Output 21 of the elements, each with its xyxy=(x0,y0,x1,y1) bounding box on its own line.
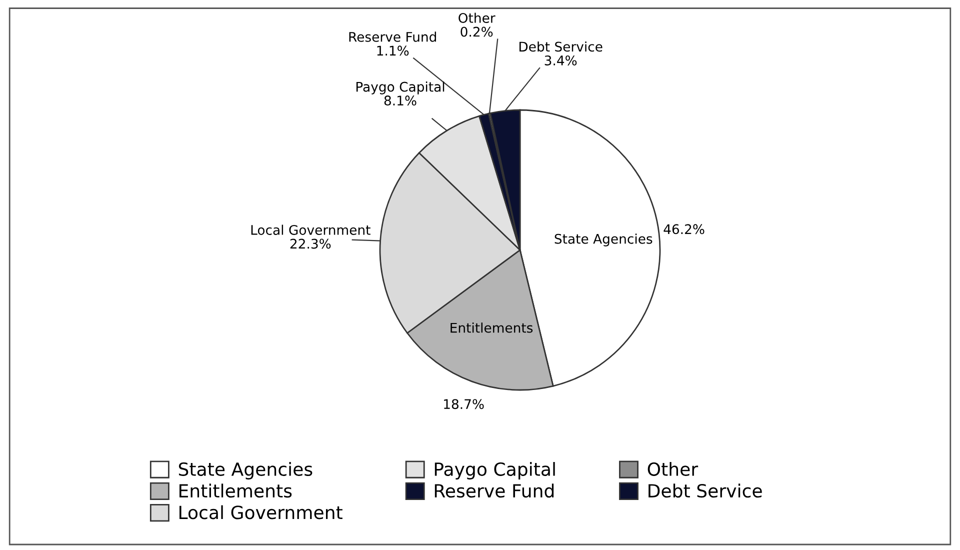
legend-label: Reserve Fund xyxy=(434,484,554,498)
legend-label: Debt Service xyxy=(648,484,762,498)
slice-label: Debt Service xyxy=(520,41,602,52)
data-label: 1.1% xyxy=(377,46,409,56)
data-label: 3.4% xyxy=(544,55,577,66)
slice-label: Entitlements xyxy=(450,322,533,333)
data-label: 18.7% xyxy=(444,399,484,410)
data-label: 0.2% xyxy=(460,26,493,37)
data-label: 22.3% xyxy=(290,238,331,249)
legend-label: Paygo Capital xyxy=(434,462,555,480)
slice-label: State Agencies xyxy=(554,234,652,246)
slice-label: Local Government xyxy=(251,224,370,235)
slice-label: Reserve Fund xyxy=(349,32,436,42)
legend-label: State Agencies xyxy=(178,462,312,480)
legend-label: Entitlements xyxy=(180,484,292,498)
legend-label: Local Government xyxy=(180,505,342,520)
data-label: 8.1% xyxy=(384,96,416,106)
data-label: 46.2% xyxy=(664,224,704,234)
slice-label: Paygo Capital xyxy=(356,82,444,94)
slice-label: Other xyxy=(458,12,496,23)
legend-label: Other xyxy=(648,462,698,476)
